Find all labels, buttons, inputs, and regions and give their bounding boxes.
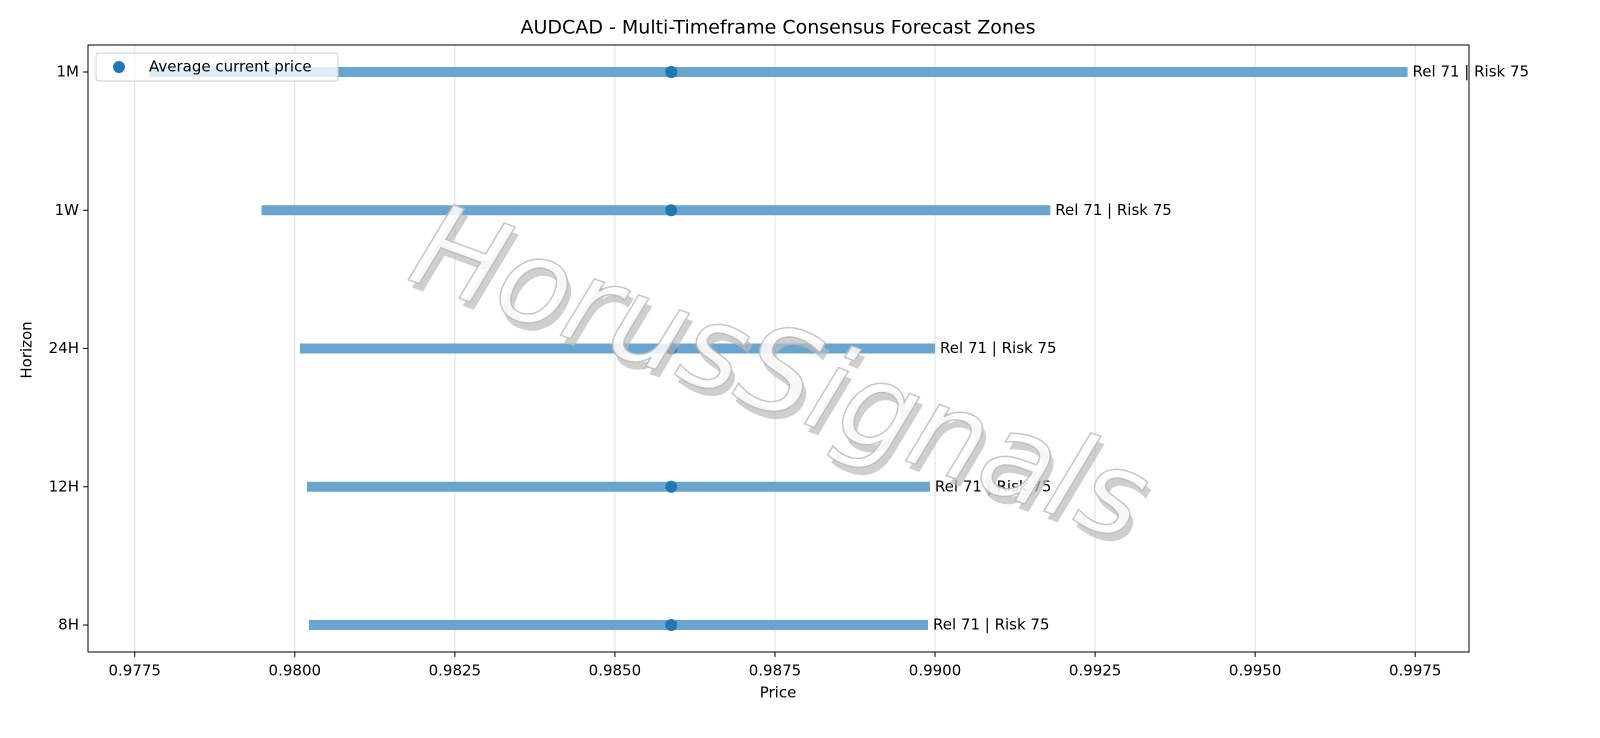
bar-annotation: Rel 71 | Risk 75 — [935, 477, 1052, 495]
x-tick-label: 0.9775 — [108, 662, 161, 680]
x-tick-label: 0.9800 — [269, 662, 322, 680]
current-price-point — [665, 204, 678, 217]
x-tick-label: 0.9900 — [909, 662, 962, 680]
bar-annotation: Rel 71 | Risk 75 — [1413, 63, 1530, 81]
legend-box — [95, 52, 339, 82]
x-tick-label: 0.9850 — [589, 662, 642, 680]
bar-annotation: Rel 71 | Risk 75 — [940, 339, 1057, 357]
x-tick-label: 0.9925 — [1069, 662, 1122, 680]
y-tick-label: 8H — [58, 616, 79, 634]
y-tick-label: 1W — [55, 201, 80, 219]
range-bar — [308, 620, 928, 630]
y-axis-label: Horizon — [18, 321, 36, 378]
x-tick-label: 0.9825 — [429, 662, 482, 680]
axes: 0.9775 0.9800 0.9825 0.9850 0.9875 0.9900 0.99… — [49, 63, 1442, 680]
x-tick-label: 0.9875 — [749, 662, 802, 680]
y-tick-label: 12H — [49, 477, 79, 495]
range-bar — [299, 343, 936, 354]
current-price-point — [665, 66, 678, 78]
current-price-point — [665, 342, 678, 355]
y-tick-label: 24H — [49, 339, 79, 357]
x-tick-label: 0.9950 — [1229, 662, 1282, 680]
marks: Rel 71 | Risk 75 Rel 71 | Risk 75 Rel 71 |… — [149, 63, 1529, 634]
range-bar — [149, 67, 1408, 77]
bar-annotation: Rel 71 | Risk 75 — [1055, 201, 1172, 219]
range-bar — [261, 205, 1051, 216]
legend-marker — [113, 61, 125, 73]
chart-title: AUDCAD - Multi-Timeframe Consensus Forec… — [521, 17, 1036, 39]
x-axis-label: Price — [760, 684, 797, 702]
bar-annotation: Rel 71 | Risk 75 — [933, 616, 1050, 634]
y-tick-label: 1M — [57, 63, 80, 81]
legend-label: Average current price — [149, 58, 312, 76]
range-bar — [306, 481, 930, 492]
legend: Average current price — [95, 52, 339, 82]
current-price-point — [665, 480, 678, 493]
current-price-point — [665, 619, 678, 631]
x-tick-label: 0.9975 — [1389, 662, 1442, 680]
